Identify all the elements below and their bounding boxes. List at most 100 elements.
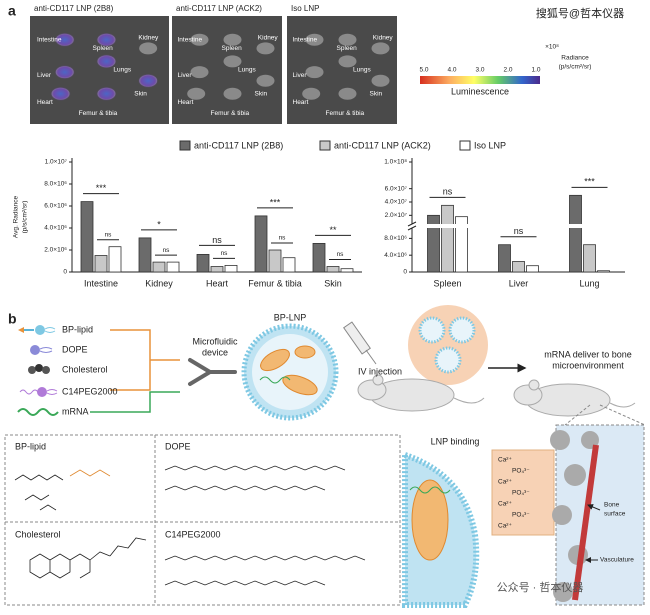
- bar: [268, 249, 282, 273]
- bar: [512, 261, 525, 273]
- organ-label: Lungs: [238, 67, 256, 74]
- signal: [54, 65, 75, 80]
- organ: [223, 87, 242, 100]
- axis-break-mark: [407, 221, 417, 227]
- binding-label: LNP binding: [431, 436, 480, 446]
- colorbar: [420, 76, 540, 84]
- sig-label: ns: [221, 250, 229, 257]
- bar: [455, 216, 468, 273]
- component-label: Cholesterol: [62, 364, 108, 374]
- bar: [196, 253, 210, 273]
- axis-break: [406, 224, 625, 228]
- organ: [139, 42, 158, 55]
- bar: [526, 265, 539, 273]
- organ: [338, 55, 357, 68]
- ion-label: PO₄³⁻: [512, 468, 530, 475]
- injection-label: IV injection: [358, 366, 402, 376]
- bar: [210, 266, 224, 273]
- syringe: [343, 321, 377, 365]
- y-tick-label: 4.0×10⁶: [384, 252, 407, 259]
- x-tick-label: Femur & tibia: [248, 278, 302, 288]
- bar: [224, 264, 238, 273]
- legend-swatch: [319, 140, 331, 151]
- colorbar-tick: 5.0: [419, 67, 428, 74]
- panel-label: a: [8, 3, 16, 19]
- organ-label: Lungs: [353, 67, 371, 74]
- sig-label: *: [157, 219, 161, 229]
- y-tick-label: 2.0×10⁶: [44, 247, 67, 254]
- sig-label: ns: [163, 247, 171, 254]
- bar: [80, 201, 94, 273]
- organ: [187, 87, 206, 100]
- bar: [441, 204, 454, 273]
- organ: [256, 42, 275, 55]
- x-tick-label: Lung: [579, 278, 599, 288]
- organ-label: Intestine: [37, 36, 62, 43]
- sig-label: ns: [514, 226, 524, 236]
- bar: [94, 255, 108, 273]
- signal: [50, 86, 71, 101]
- y-axis-title: Avg. Radiance: [13, 196, 20, 239]
- signal: [54, 32, 75, 47]
- sig-label: ***: [584, 177, 595, 187]
- x-tick-label: Liver: [509, 278, 529, 288]
- y-tick-label: 0: [63, 269, 67, 276]
- ion-label: Ca²⁺: [498, 501, 512, 508]
- organ-label: Heart: [37, 99, 53, 106]
- signal: [96, 32, 117, 47]
- organ-label: Kidney: [373, 34, 394, 41]
- device-label: Microfluidic: [192, 336, 238, 346]
- ion-label: Ca²⁺: [498, 479, 512, 486]
- signal: [138, 73, 159, 88]
- organ-label: Heart: [178, 99, 194, 106]
- organ-label: Spleen: [222, 45, 243, 52]
- organ: [338, 33, 357, 46]
- legend-swatch: [179, 140, 191, 151]
- organ: [371, 42, 390, 55]
- organ-label: Femur & tibia: [326, 110, 365, 117]
- y-tick-label: 8.0×10⁶: [384, 235, 407, 242]
- organ-label: Intestine: [178, 36, 203, 43]
- organ: [305, 33, 324, 46]
- y-tick-label: 0: [403, 269, 407, 276]
- colorbar-unit: Radiance: [561, 55, 589, 62]
- legend-label: anti-CD117 LNP (ACK2): [334, 140, 431, 150]
- legend-swatch: [459, 140, 471, 151]
- y-tick-label: 1.0×10⁷: [45, 159, 68, 166]
- x-tick-label: Intestine: [84, 278, 118, 288]
- organ-label: Liver: [37, 72, 52, 79]
- organ-label: Liver: [178, 72, 193, 79]
- colorbar-unit: (p/s/cm²/sr): [559, 64, 592, 71]
- colorbar-tick: 1.0: [531, 67, 540, 74]
- ion-label: Ca²⁺: [498, 457, 512, 464]
- ion-label: Ca²⁺: [498, 523, 512, 530]
- bar: [152, 261, 166, 273]
- ion-label: PO₄³⁻: [512, 512, 530, 519]
- bp-lnp: [241, 323, 339, 421]
- sig-label: ***: [96, 183, 107, 193]
- image-panel: [30, 16, 169, 124]
- image-panel: [172, 16, 282, 124]
- organ: [338, 87, 357, 100]
- colorbar-tick: 2.0: [503, 67, 512, 74]
- legend-label: anti-CD117 LNP (2B8): [194, 140, 283, 150]
- x-tick-label: Skin: [324, 278, 342, 288]
- watermark: 搜狐号@哲本仪器: [536, 6, 624, 20]
- x-tick-label: Kidney: [145, 278, 173, 288]
- zoom-lines: [564, 404, 646, 426]
- colorbar-title: Luminescence: [451, 86, 509, 96]
- bar: [254, 215, 268, 273]
- organ-label: Spleen: [337, 45, 358, 52]
- organ-label: Skin: [370, 90, 383, 97]
- microfluidic-device: [188, 358, 237, 386]
- mouse: [357, 374, 485, 412]
- organ: [190, 33, 209, 46]
- organ: [302, 87, 321, 100]
- organ: [223, 33, 242, 46]
- organ-label: Femur & tibia: [79, 110, 118, 117]
- bar: [498, 244, 511, 273]
- lnp-binding-scene: [402, 424, 645, 608]
- y-tick-label: 6.0×10⁶: [44, 203, 67, 210]
- colorbar-tick: 4.0: [447, 67, 456, 74]
